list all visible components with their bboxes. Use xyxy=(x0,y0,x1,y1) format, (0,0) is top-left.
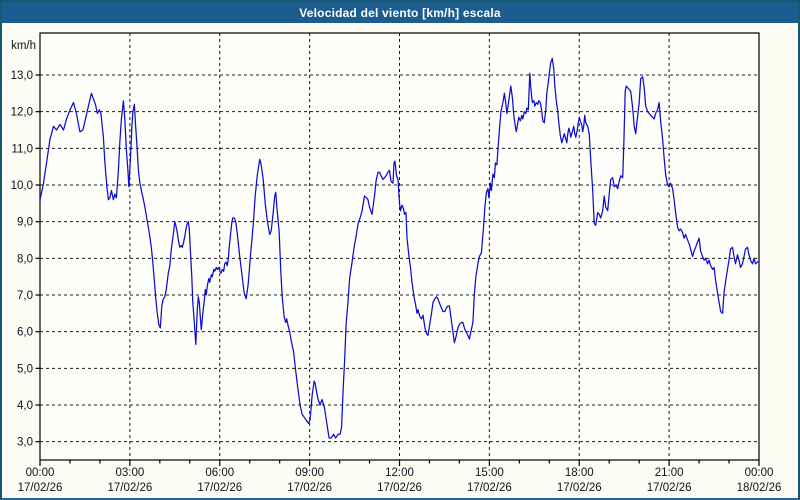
x-date-label: 17/02/26 xyxy=(647,482,692,494)
x-date-label: 17/02/26 xyxy=(107,482,152,494)
x-time-label: 15:00 xyxy=(475,467,504,479)
y-tick-label: 3,0 xyxy=(17,437,33,449)
x-time-label: 12:00 xyxy=(385,467,414,479)
y-tick-label: 4,0 xyxy=(17,400,33,412)
wind-speed-line xyxy=(39,57,760,439)
x-date-label: 17/02/26 xyxy=(467,482,512,494)
y-tick-label: 5,0 xyxy=(17,363,33,375)
y-tick-label: 7,0 xyxy=(17,290,33,302)
x-date-label: 17/02/26 xyxy=(18,482,63,494)
y-tick-label: 8,0 xyxy=(17,253,33,265)
title-bar: Velocidad del viento [km/h] escala xyxy=(2,2,798,23)
x-time-label: 06:00 xyxy=(205,467,234,479)
x-date-label: 17/02/26 xyxy=(287,482,332,494)
chart-title: Velocidad del viento [km/h] escala xyxy=(299,5,501,20)
y-tick-label: 13,0 xyxy=(11,70,33,82)
x-time-label: 00:00 xyxy=(26,467,55,479)
x-time-label: 09:00 xyxy=(295,467,324,479)
x-time-label: 21:00 xyxy=(655,467,684,479)
y-tick-label: 11,0 xyxy=(11,143,33,155)
x-time-label: 03:00 xyxy=(115,467,144,479)
x-date-label: 18/02/26 xyxy=(737,482,782,494)
y-tick-label: 12,0 xyxy=(11,107,33,119)
y-unit-label: km/h xyxy=(11,40,36,52)
x-date-label: 17/02/26 xyxy=(377,482,422,494)
y-tick-label: 10,0 xyxy=(11,180,33,192)
x-date-label: 17/02/26 xyxy=(557,482,602,494)
y-tick-label: 6,0 xyxy=(17,327,33,339)
y-tick-label: 9,0 xyxy=(17,217,33,229)
x-time-label: 00:00 xyxy=(745,467,774,479)
x-date-label: 17/02/26 xyxy=(197,482,242,494)
x-time-label: 18:00 xyxy=(565,467,594,479)
